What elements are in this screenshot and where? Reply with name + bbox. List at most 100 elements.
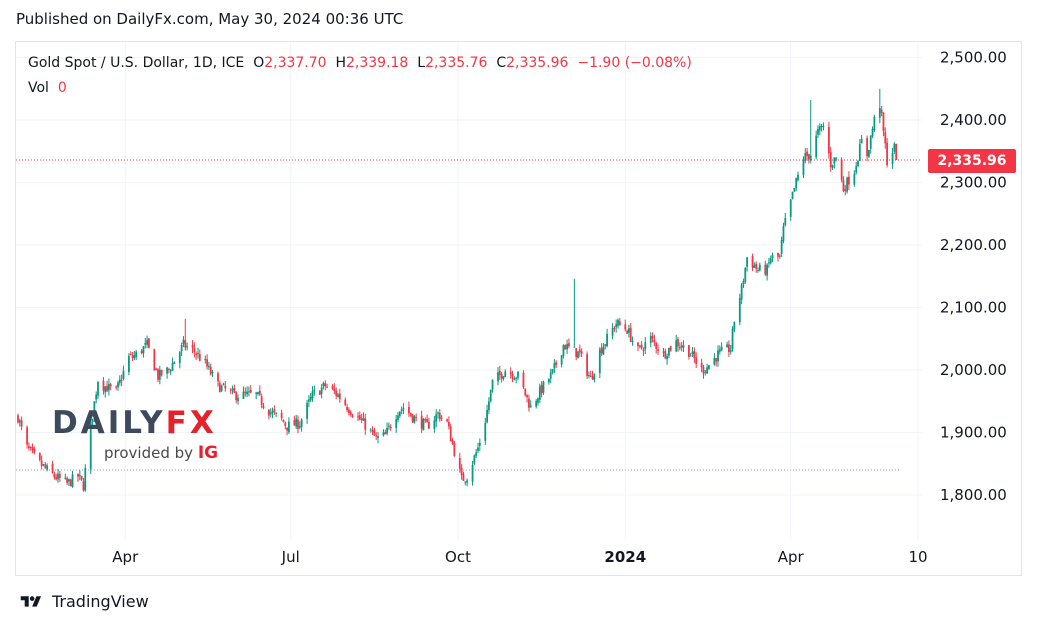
candle-body (751, 255, 754, 268)
candle-body (18, 420, 21, 423)
candle-body (566, 344, 568, 350)
candle-body (295, 418, 298, 427)
candle-body (548, 379, 550, 383)
candle-body (440, 417, 443, 419)
candle-body (802, 159, 805, 176)
candle-body (82, 481, 85, 491)
candle-body (651, 336, 654, 339)
candle-body (108, 383, 110, 391)
candle-body (258, 390, 261, 395)
candle-body (66, 478, 68, 483)
candle-body (680, 345, 683, 348)
candle-body (842, 180, 845, 191)
candle-body (653, 339, 656, 343)
candle-body (104, 386, 107, 393)
legend-symbol: Gold Spot / U.S. Dollar, 1D, ICE (28, 55, 245, 71)
candle-body (84, 468, 87, 491)
candle-body (262, 405, 265, 408)
candle-body (784, 218, 787, 226)
candle-body (373, 429, 376, 436)
candle-body (769, 258, 772, 264)
candle-body (191, 344, 194, 348)
candle-body (766, 264, 768, 276)
candle-body (120, 380, 123, 382)
candle-body (97, 382, 99, 396)
candle-body (486, 409, 488, 423)
candle-body (271, 411, 274, 413)
candle-body (704, 371, 707, 373)
candle-body (591, 376, 594, 379)
y-tick-label: 2,000.00 (940, 361, 1007, 379)
tradingview-branding[interactable]: TradingView (16, 592, 149, 611)
candle-body (677, 339, 679, 347)
candle-body (731, 328, 734, 349)
candle-body (578, 349, 581, 353)
candle-body (789, 199, 792, 217)
candle-body (217, 373, 219, 382)
candle-body (428, 422, 430, 429)
candle-body (713, 357, 716, 365)
candle-body (115, 386, 118, 388)
candle-body (580, 351, 583, 354)
candle-body (415, 417, 418, 419)
candle-body (808, 154, 810, 160)
candle-body (500, 373, 503, 379)
candle-body (728, 344, 730, 353)
x-axis: Apr Jul Oct 2024 Apr 10 (112, 548, 927, 566)
reference-line (16, 159, 922, 471)
candle-body (629, 327, 632, 342)
candle-body (20, 420, 23, 427)
candle-body (515, 377, 518, 379)
candle-body (742, 280, 745, 285)
candle-body (840, 159, 843, 180)
candle-body (424, 419, 427, 421)
candle-body (880, 109, 883, 114)
candle-body (638, 345, 641, 347)
x-tick-label: Apr (778, 548, 805, 566)
candle-body (573, 346, 576, 348)
candle-body (528, 398, 530, 408)
candle-body (611, 328, 614, 336)
candle-body (642, 349, 645, 351)
candle-body (460, 467, 463, 475)
candle-body (280, 412, 283, 419)
x-tick-label: Oct (445, 548, 471, 566)
candle-body (733, 321, 736, 330)
candle-body (657, 349, 659, 351)
candle-body (477, 447, 479, 451)
candle-body (298, 425, 301, 428)
candle-body (604, 344, 607, 347)
candle-body (568, 343, 570, 347)
candle-body (715, 358, 718, 362)
candle-body (615, 324, 618, 328)
candle-body (118, 379, 121, 384)
candle-body (678, 347, 681, 349)
candle-body (817, 129, 819, 135)
candle-body (740, 284, 743, 300)
candle-body (168, 368, 170, 370)
x-tick-label: Apr (112, 548, 139, 566)
candle-body (133, 355, 136, 359)
candle-body (282, 419, 285, 423)
candle-body (822, 126, 825, 128)
candle-body (38, 453, 41, 460)
candle-body (446, 419, 448, 422)
candle-body (64, 477, 67, 479)
candle-body (235, 392, 238, 401)
candle-body (448, 421, 450, 427)
ig-logo: IG (197, 443, 219, 463)
candle-body (413, 416, 416, 423)
candle-body (718, 349, 721, 352)
x-tick-label: 2024 (604, 548, 646, 566)
candle-body (706, 367, 708, 374)
candles (17, 88, 898, 492)
candle-body (273, 409, 276, 412)
candle-body (211, 371, 214, 374)
candle-body (357, 416, 359, 418)
y-tick-label: 2,300.00 (940, 174, 1007, 192)
candle-body (717, 350, 719, 362)
candle-body (237, 397, 239, 402)
candle-body (649, 336, 652, 343)
candle-body (868, 149, 870, 157)
